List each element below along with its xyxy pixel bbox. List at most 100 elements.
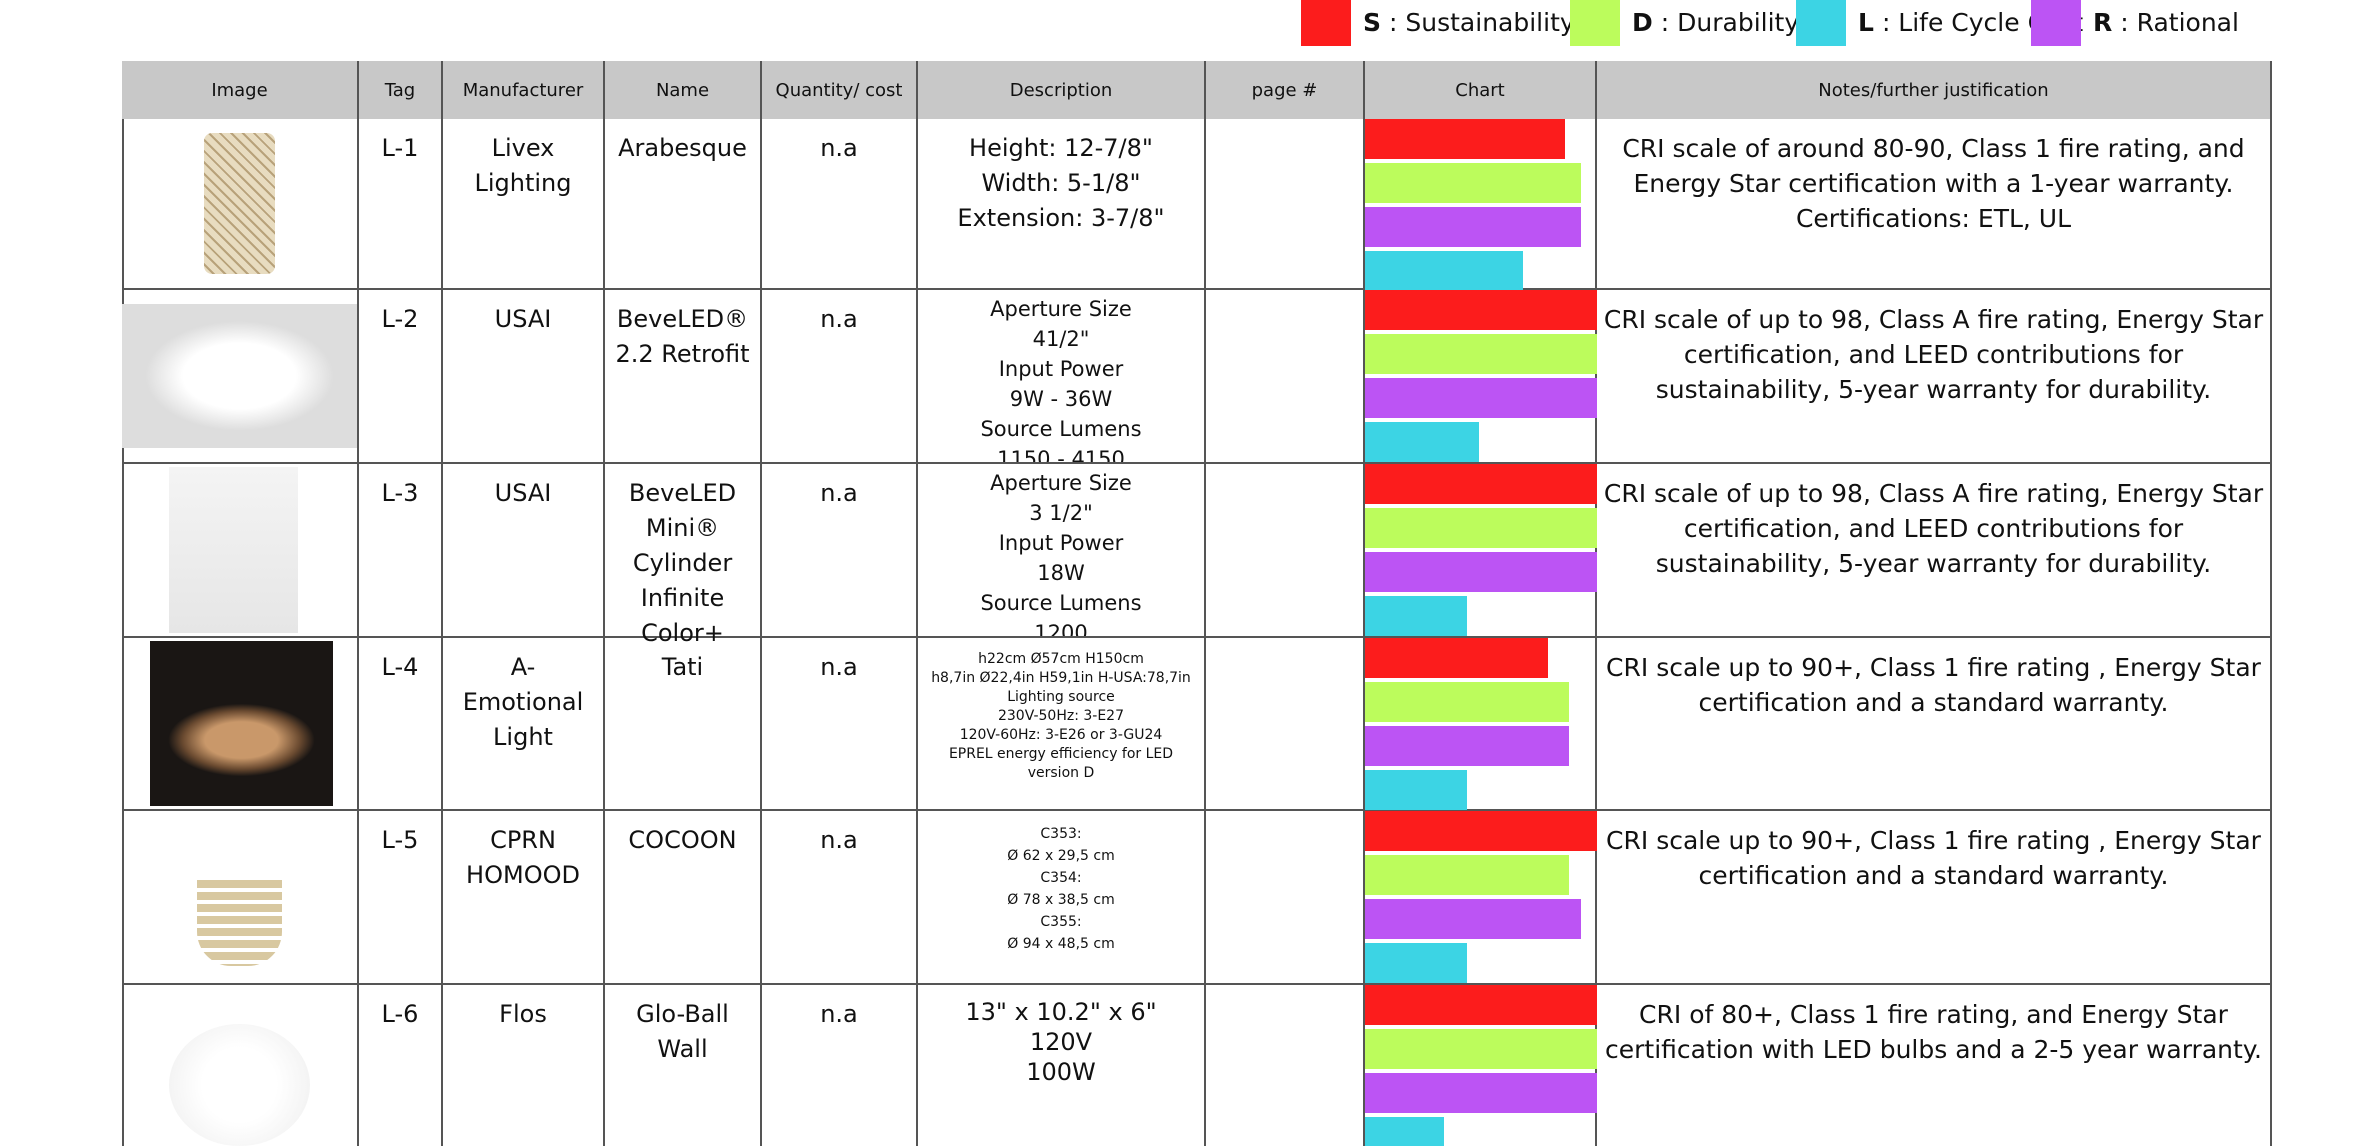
page-cell	[1206, 985, 1365, 1146]
legend-entry: S: Sustainability	[1363, 0, 1575, 46]
image-cell	[122, 464, 359, 638]
image-cell	[122, 638, 359, 811]
tag-cell: L-6	[359, 985, 443, 1146]
quantity-cell: n.a	[762, 811, 918, 985]
name: Glo-Ball Wall	[636, 1000, 729, 1063]
notes-line: certification and a standard warranty.	[1698, 688, 2169, 717]
description-line: 1200	[1034, 621, 1088, 638]
description-line: h8,7in Ø22,4in H59,1in H-USA:78,7in	[931, 670, 1191, 686]
notes-line: Certifications: ETL, UL	[1795, 204, 2072, 233]
product-image	[197, 879, 282, 966]
column-header: Quantity/ cost	[762, 61, 918, 119]
notes-cell: CRI scale up to 90+, Class 1 fire rating…	[1597, 811, 2272, 985]
manufacturer: USAI	[494, 479, 552, 507]
image-cell	[122, 985, 359, 1146]
tag-cell: L-5	[359, 811, 443, 985]
manufacturer: A-Emotional Light	[462, 653, 584, 751]
score-bar	[1365, 1029, 1597, 1069]
column-header: Tag	[359, 61, 443, 119]
legend-swatch	[1301, 0, 1351, 46]
notes-line: certification with LED bulbs and a 2-5 y…	[1605, 1035, 2262, 1064]
description-cell: Aperture Size 41/2" Input Power 9W - 36W Sou…	[918, 290, 1206, 464]
image-cell	[122, 290, 359, 464]
score-bar	[1365, 726, 1570, 766]
description-line: EPREL energy efficiency for LED	[948, 746, 1174, 762]
score-bar	[1365, 943, 1468, 983]
quantity-cell: n.a	[762, 464, 918, 638]
name: BeveLED Mini® Cylinder Infinite Color+	[628, 479, 737, 647]
description-line: C355:	[1040, 914, 1082, 930]
score-bar	[1365, 119, 1565, 159]
column-header: Manufacturer	[443, 61, 605, 119]
description-cell: 13" x 10.2" x 6" 120V 100W	[918, 985, 1206, 1146]
notes-line: certification and a standard warranty.	[1698, 861, 2169, 890]
description-cell: Aperture Size 3 1/2" Input Power 18W Source …	[918, 464, 1206, 638]
name: BeveLED® 2.2 Retrofit	[615, 305, 750, 368]
legend-entry: D: Durability	[1632, 0, 1799, 46]
score-bar	[1365, 290, 1597, 330]
page-cell	[1206, 290, 1365, 464]
manufacturer-cell: USAI	[443, 290, 605, 464]
chart-cell	[1365, 638, 1597, 811]
score-bar	[1365, 638, 1549, 678]
image-cell	[122, 811, 359, 985]
tag: L-2	[381, 305, 419, 333]
notes-line: CRI scale of up to 98, Class A fire rati…	[1603, 305, 2264, 334]
score-bar	[1365, 378, 1597, 418]
notes-line: CRI scale up to 90+, Class 1 fire rating…	[1606, 653, 2261, 682]
name-cell: COCOON	[605, 811, 762, 985]
description-line: Input Power	[998, 531, 1124, 555]
description-line: Ø 78 x 38,5 cm	[1007, 892, 1115, 908]
manufacturer: Flos	[499, 1000, 547, 1028]
description-line: Source Lumens	[980, 591, 1142, 615]
description-line: 3 1/2"	[1029, 501, 1093, 525]
description-line: 9W - 36W	[1009, 387, 1113, 411]
column-header: page #	[1206, 61, 1365, 119]
column-header: Notes/further justification	[1597, 61, 2272, 119]
page-cell	[1206, 464, 1365, 638]
description-line: 230V-50Hz: 3-E27	[997, 708, 1124, 724]
name-cell: Glo-Ball Wall	[605, 985, 762, 1146]
legend-letter: R	[2093, 8, 2113, 37]
score-bar	[1365, 251, 1523, 291]
description-line: Ø 62 x 29,5 cm	[1007, 848, 1115, 864]
name-cell: Arabesque	[605, 119, 762, 290]
manufacturer-cell: Flos	[443, 985, 605, 1146]
manufacturer-cell: CPRN HOMOOD	[443, 811, 605, 985]
product-image	[204, 132, 275, 275]
score-bar	[1365, 207, 1581, 247]
description-line: Input Power	[998, 357, 1124, 381]
quantity: n.a	[820, 305, 858, 333]
notes-line: CRI scale up to 90+, Class 1 fire rating…	[1606, 826, 2261, 855]
score-bar	[1365, 770, 1468, 810]
tag-cell: L-2	[359, 290, 443, 464]
score-bar	[1365, 552, 1597, 592]
notes-line: sustainability, 5-year warranty for dura…	[1655, 375, 2212, 404]
description-line: Ø 94 x 48,5 cm	[1007, 936, 1115, 952]
legend-entry: R: Rational	[2093, 0, 2239, 46]
score-bar	[1365, 682, 1570, 722]
legend-swatch	[1796, 0, 1846, 46]
score-bar	[1365, 596, 1468, 636]
tag-cell: L-1	[359, 119, 443, 290]
page-cell	[1206, 119, 1365, 290]
notes-line: certification, and LEED contributions fo…	[1683, 514, 2184, 543]
manufacturer-cell: USAI	[443, 464, 605, 638]
quantity: n.a	[820, 479, 858, 507]
tag-cell: L-4	[359, 638, 443, 811]
description-line: 1150 - 4150	[997, 447, 1125, 464]
notes-line: CRI scale of around 80-90, Class 1 fire …	[1622, 134, 2245, 163]
score-bar	[1365, 855, 1570, 895]
notes-line: sustainability, 5-year warranty for dura…	[1655, 549, 2212, 578]
manufacturer: CPRN HOMOOD	[466, 826, 580, 889]
legend-label: : Durability	[1660, 8, 1800, 37]
description-line: Aperture Size	[990, 471, 1132, 495]
quantity: n.a	[820, 826, 858, 854]
manufacturer: Livex Lighting	[474, 134, 572, 197]
page-cell	[1206, 811, 1365, 985]
score-bar	[1365, 422, 1479, 462]
score-bar	[1365, 163, 1581, 203]
description-line: 100W	[1026, 1058, 1096, 1086]
score-bar	[1365, 1073, 1597, 1113]
notes-line: CRI scale of up to 98, Class A fire rati…	[1603, 479, 2264, 508]
